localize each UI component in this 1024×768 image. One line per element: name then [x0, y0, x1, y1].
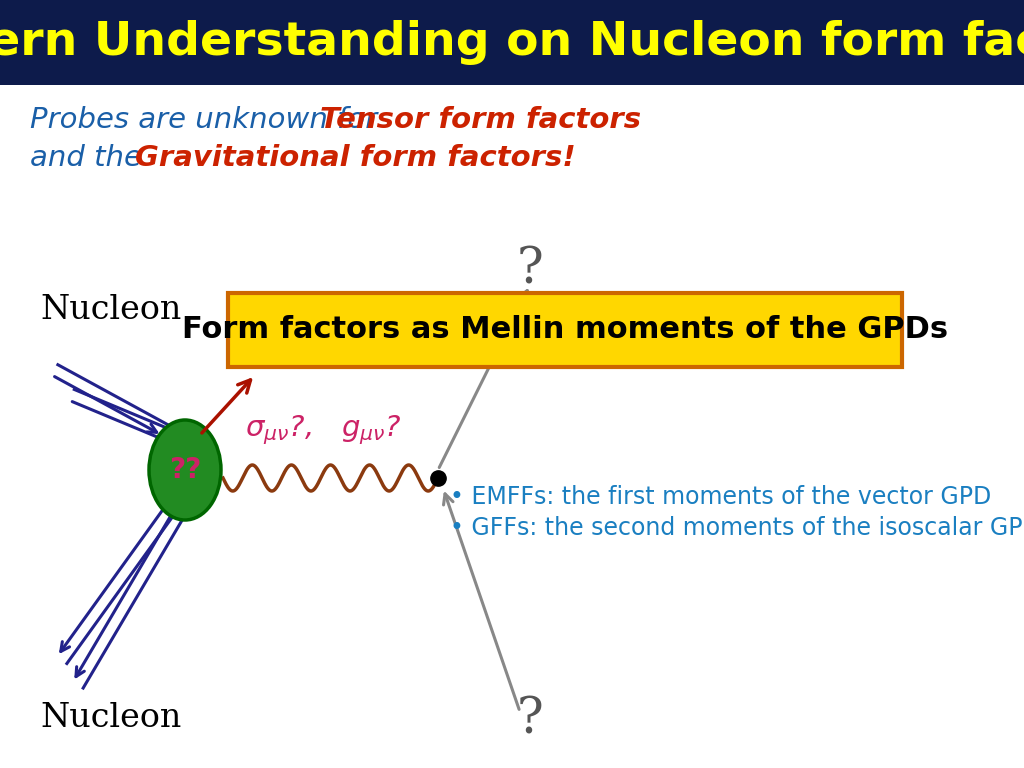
FancyBboxPatch shape	[228, 293, 902, 367]
Text: ?: ?	[517, 695, 544, 745]
Text: $\sigma_{\mu\nu}$?,   $g_{\mu\nu}$?: $\sigma_{\mu\nu}$?, $g_{\mu\nu}$?	[245, 413, 401, 447]
Text: Nucleon: Nucleon	[40, 294, 181, 326]
Text: • EMFFs: the first moments of the vector GPD: • EMFFs: the first moments of the vector…	[450, 485, 991, 509]
Text: • GFFs: the second moments of the isoscalar GPD: • GFFs: the second moments of the isosca…	[450, 516, 1024, 540]
Text: ??: ??	[169, 456, 201, 484]
Text: Form factors as Mellin moments of the GPDs: Form factors as Mellin moments of the GP…	[182, 316, 948, 345]
Text: ?: ?	[517, 245, 544, 295]
Text: Modern Understanding on Nucleon form factors: Modern Understanding on Nucleon form fac…	[0, 20, 1024, 65]
Text: Tensor form factors: Tensor form factors	[319, 106, 641, 134]
Bar	[0, 0, 1024, 85]
Text: Gravitational form factors!: Gravitational form factors!	[135, 144, 575, 172]
Text: Probes are unknown for: Probes are unknown for	[30, 106, 385, 134]
Text: and the: and the	[30, 144, 152, 172]
Ellipse shape	[150, 420, 221, 520]
Text: Nucleon: Nucleon	[40, 702, 181, 734]
Text: Probes are unknown for: Probes are unknown for	[30, 106, 386, 134]
